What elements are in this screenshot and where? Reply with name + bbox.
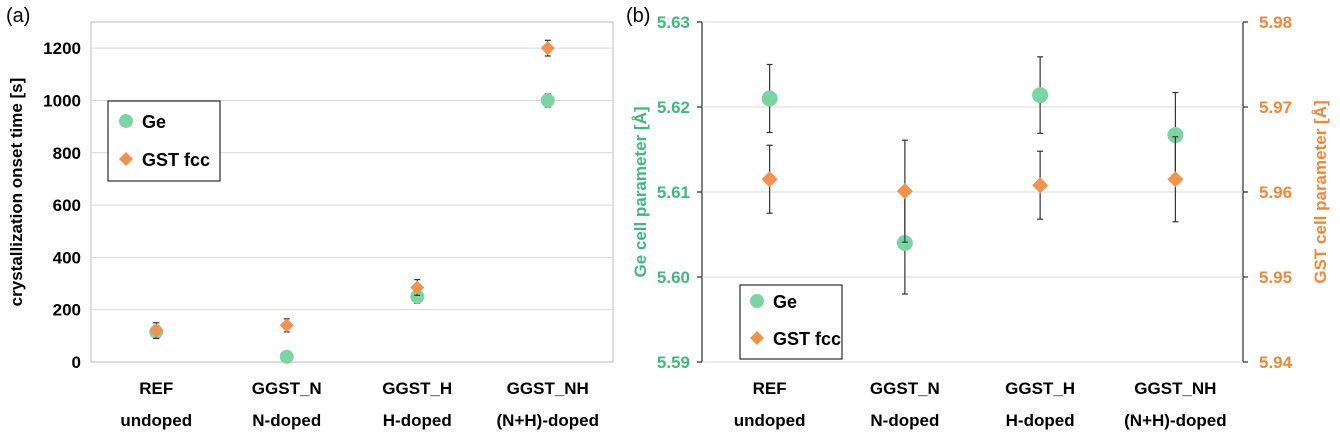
y-tick-label-b: 5.63 <box>657 13 690 32</box>
x-tick-sublabel-a: N-doped <box>252 411 321 430</box>
x-tick-sublabel-b: (N+H)-doped <box>1124 411 1226 430</box>
legend-b: Ge GST fcc <box>739 284 843 360</box>
x-tick-sublabel-a: H-doped <box>383 411 452 430</box>
legend-gst-marker-b <box>750 331 764 345</box>
y-ticks-b: 5.59 5.60 5.61 5.62 5.63 <box>657 13 690 372</box>
x-tick-label-b: GGST_H <box>1005 379 1075 398</box>
y-tick-label-a: 1000 <box>43 91 81 110</box>
x-tick-sublabel-b: undoped <box>734 411 806 430</box>
y-tick-label-b: 5.62 <box>657 98 690 117</box>
legend-ge-marker-a <box>119 114 133 128</box>
y2-tick-label-b: 5.97 <box>1259 98 1292 117</box>
x-ticks-b: REF undoped GGST_N N-doped GGST_H H-doped GGST… <box>734 379 1227 430</box>
marks-b <box>761 56 1184 295</box>
legend-gst-label-b: GST fcc <box>773 329 841 349</box>
legend-gst-marker-a <box>119 152 133 166</box>
x-tick-label-a: REF <box>139 379 173 398</box>
point-gst-b <box>896 183 913 200</box>
point-gst-b <box>1032 177 1049 194</box>
x-tick-sublabel-a: (N+H)-doped <box>497 411 599 430</box>
y-tick-label-b: 5.60 <box>657 268 690 287</box>
point-ge-a <box>279 349 294 364</box>
panel-a-label: (a) <box>6 5 30 27</box>
y2-tick-label-b: 5.96 <box>1259 183 1292 202</box>
point-ge-b <box>896 235 913 251</box>
y-tick-label-b: 5.61 <box>657 183 690 202</box>
legend-ge-marker-b <box>750 294 764 308</box>
x-tick-label-b: REF <box>753 379 787 398</box>
x-tick-sublabel-b: H-doped <box>1006 411 1075 430</box>
y2-ticks-b: 5.94 5.95 5.96 5.97 5.98 <box>1259 13 1293 372</box>
legend-ge-label-a: Ge <box>142 112 166 132</box>
x-ticks-a: REF undoped GGST_N N-doped GGST_H H-doped GGST… <box>120 379 599 430</box>
y-ticks-a: 0 200 400 600 800 1000 1200 <box>43 39 81 372</box>
y2-axis-label-b: GST cell parameter [Å] <box>1311 100 1330 283</box>
y-tick-label-a: 0 <box>72 353 81 372</box>
x-tick-label-a: GGST_H <box>382 379 452 398</box>
point-gst-b <box>1167 171 1184 188</box>
point-gst-a <box>279 318 294 333</box>
legend-a: Ge GST fcc <box>107 100 221 182</box>
x-tick-label-b: GGST_NH <box>1134 379 1216 398</box>
point-ge-b <box>1032 87 1049 104</box>
y-tick-label-b: 5.59 <box>657 353 690 372</box>
point-ge-b <box>761 90 778 107</box>
x-tick-sublabel-b: N-doped <box>870 411 939 430</box>
y-tick-label-a: 1200 <box>43 39 81 58</box>
marks-a <box>149 39 555 364</box>
point-gst-a <box>540 41 555 56</box>
y-tick-label-a: 400 <box>53 248 81 267</box>
legend-ge-label-b: Ge <box>773 292 797 312</box>
point-gst-a <box>410 280 425 295</box>
chart-a: (a) 0 200 400 600 800 1000 1200 crystallizatio… <box>6 5 614 430</box>
y-tick-label-a: 200 <box>53 301 81 320</box>
point-ge-b <box>1167 127 1184 144</box>
x-tick-label-a: GGST_NH <box>507 379 589 398</box>
y-tick-label-a: 800 <box>53 144 81 163</box>
x-tick-sublabel-a: undoped <box>120 411 192 430</box>
y2-tick-label-b: 5.94 <box>1259 353 1293 372</box>
point-gst-b <box>761 171 778 188</box>
plot-area-a <box>90 21 614 363</box>
chart-b: (b) 5.595.605.615.625.63 5.945.955.965.9… <box>626 5 1330 430</box>
point-gst-a <box>149 323 164 338</box>
y2-tick-label-b: 5.95 <box>1259 268 1292 287</box>
x-tick-label-a: GGST_N <box>252 379 322 398</box>
legend-gst-label-a: GST fcc <box>142 150 210 170</box>
x-tick-label-b: GGST_N <box>870 379 940 398</box>
point-ge-a <box>410 289 425 304</box>
y2-tick-label-b: 5.98 <box>1259 13 1292 32</box>
panel-b-label: (b) <box>626 5 650 27</box>
point-ge-a <box>540 93 555 108</box>
grid-b <box>697 21 1248 363</box>
y-axis-label-a: crystallization onset time [s] <box>7 78 26 307</box>
y-axis-label-b: Ge cell parameter [Å] <box>631 106 650 277</box>
y-tick-label-a: 600 <box>53 196 81 215</box>
